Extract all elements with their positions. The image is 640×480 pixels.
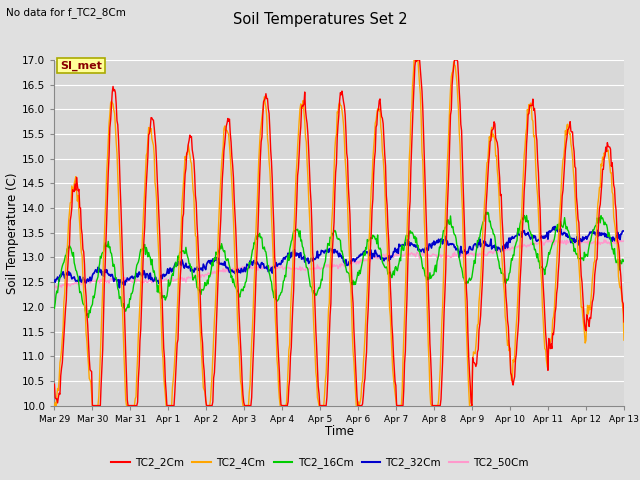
TC2_50Cm [178,275,186,280]
TC2_2Cm [88,403,96,408]
TC2_50Cm [620,238,628,244]
TC2_4Cm [120,336,127,341]
TC2_2Cm [51,381,58,387]
TC2_32Cm [208,258,216,264]
TC2_2Cm [412,57,419,63]
TC2_2Cm [208,403,216,408]
TC2_50Cm [51,282,58,288]
TC2_16Cm [484,209,492,215]
TC2_32Cm [61,276,68,281]
TC2_32Cm [426,241,434,247]
TC2_16Cm [410,232,417,238]
TC2_2Cm [178,238,186,244]
Y-axis label: Soil Temperature (C): Soil Temperature (C) [6,172,19,294]
Line: TC2_4Cm: TC2_4Cm [54,60,624,406]
TC2_2Cm [61,321,68,326]
TC2_32Cm [620,228,628,234]
TC2_50Cm [410,252,417,258]
TC2_50Cm [54,287,61,293]
TC2_50Cm [61,280,69,286]
TC2_4Cm [61,290,68,296]
Line: TC2_50Cm: TC2_50Cm [54,239,624,290]
TC2_2Cm [620,319,628,325]
TC2_2Cm [410,100,417,106]
TC2_32Cm [51,277,58,283]
TC2_4Cm [207,384,215,390]
TC2_4Cm [426,387,434,393]
TC2_50Cm [120,276,128,282]
X-axis label: Time: Time [324,425,354,438]
TC2_4Cm [410,57,418,63]
TC2_16Cm [61,256,68,262]
TC2_32Cm [120,278,128,284]
TC2_32Cm [410,242,417,248]
TC2_32Cm [178,257,186,263]
Line: TC2_32Cm: TC2_32Cm [54,227,624,288]
TC2_32Cm [116,285,124,291]
TC2_16Cm [84,315,92,321]
Text: No data for f_TC2_8Cm: No data for f_TC2_8Cm [6,7,126,18]
TC2_16Cm [426,270,434,276]
TC2_4Cm [408,83,416,89]
TC2_50Cm [566,236,574,242]
TC2_16Cm [51,305,58,311]
Text: Soil Temperatures Set 2: Soil Temperatures Set 2 [233,12,407,27]
TC2_4Cm [620,337,628,343]
TC2_16Cm [178,248,186,254]
TC2_16Cm [208,260,216,265]
TC2_32Cm [551,224,559,229]
TC2_50Cm [426,253,434,259]
TC2_2Cm [120,297,128,303]
TC2_4Cm [51,403,58,408]
TC2_4Cm [177,224,185,229]
TC2_16Cm [120,305,128,311]
TC2_2Cm [427,356,435,362]
Line: TC2_2Cm: TC2_2Cm [54,60,624,406]
TC2_16Cm [620,257,628,263]
Line: TC2_16Cm: TC2_16Cm [54,212,624,318]
Text: SI_met: SI_met [60,60,102,71]
Legend: TC2_2Cm, TC2_4Cm, TC2_16Cm, TC2_32Cm, TC2_50Cm: TC2_2Cm, TC2_4Cm, TC2_16Cm, TC2_32Cm, TC… [107,453,533,472]
TC2_50Cm [208,271,216,277]
